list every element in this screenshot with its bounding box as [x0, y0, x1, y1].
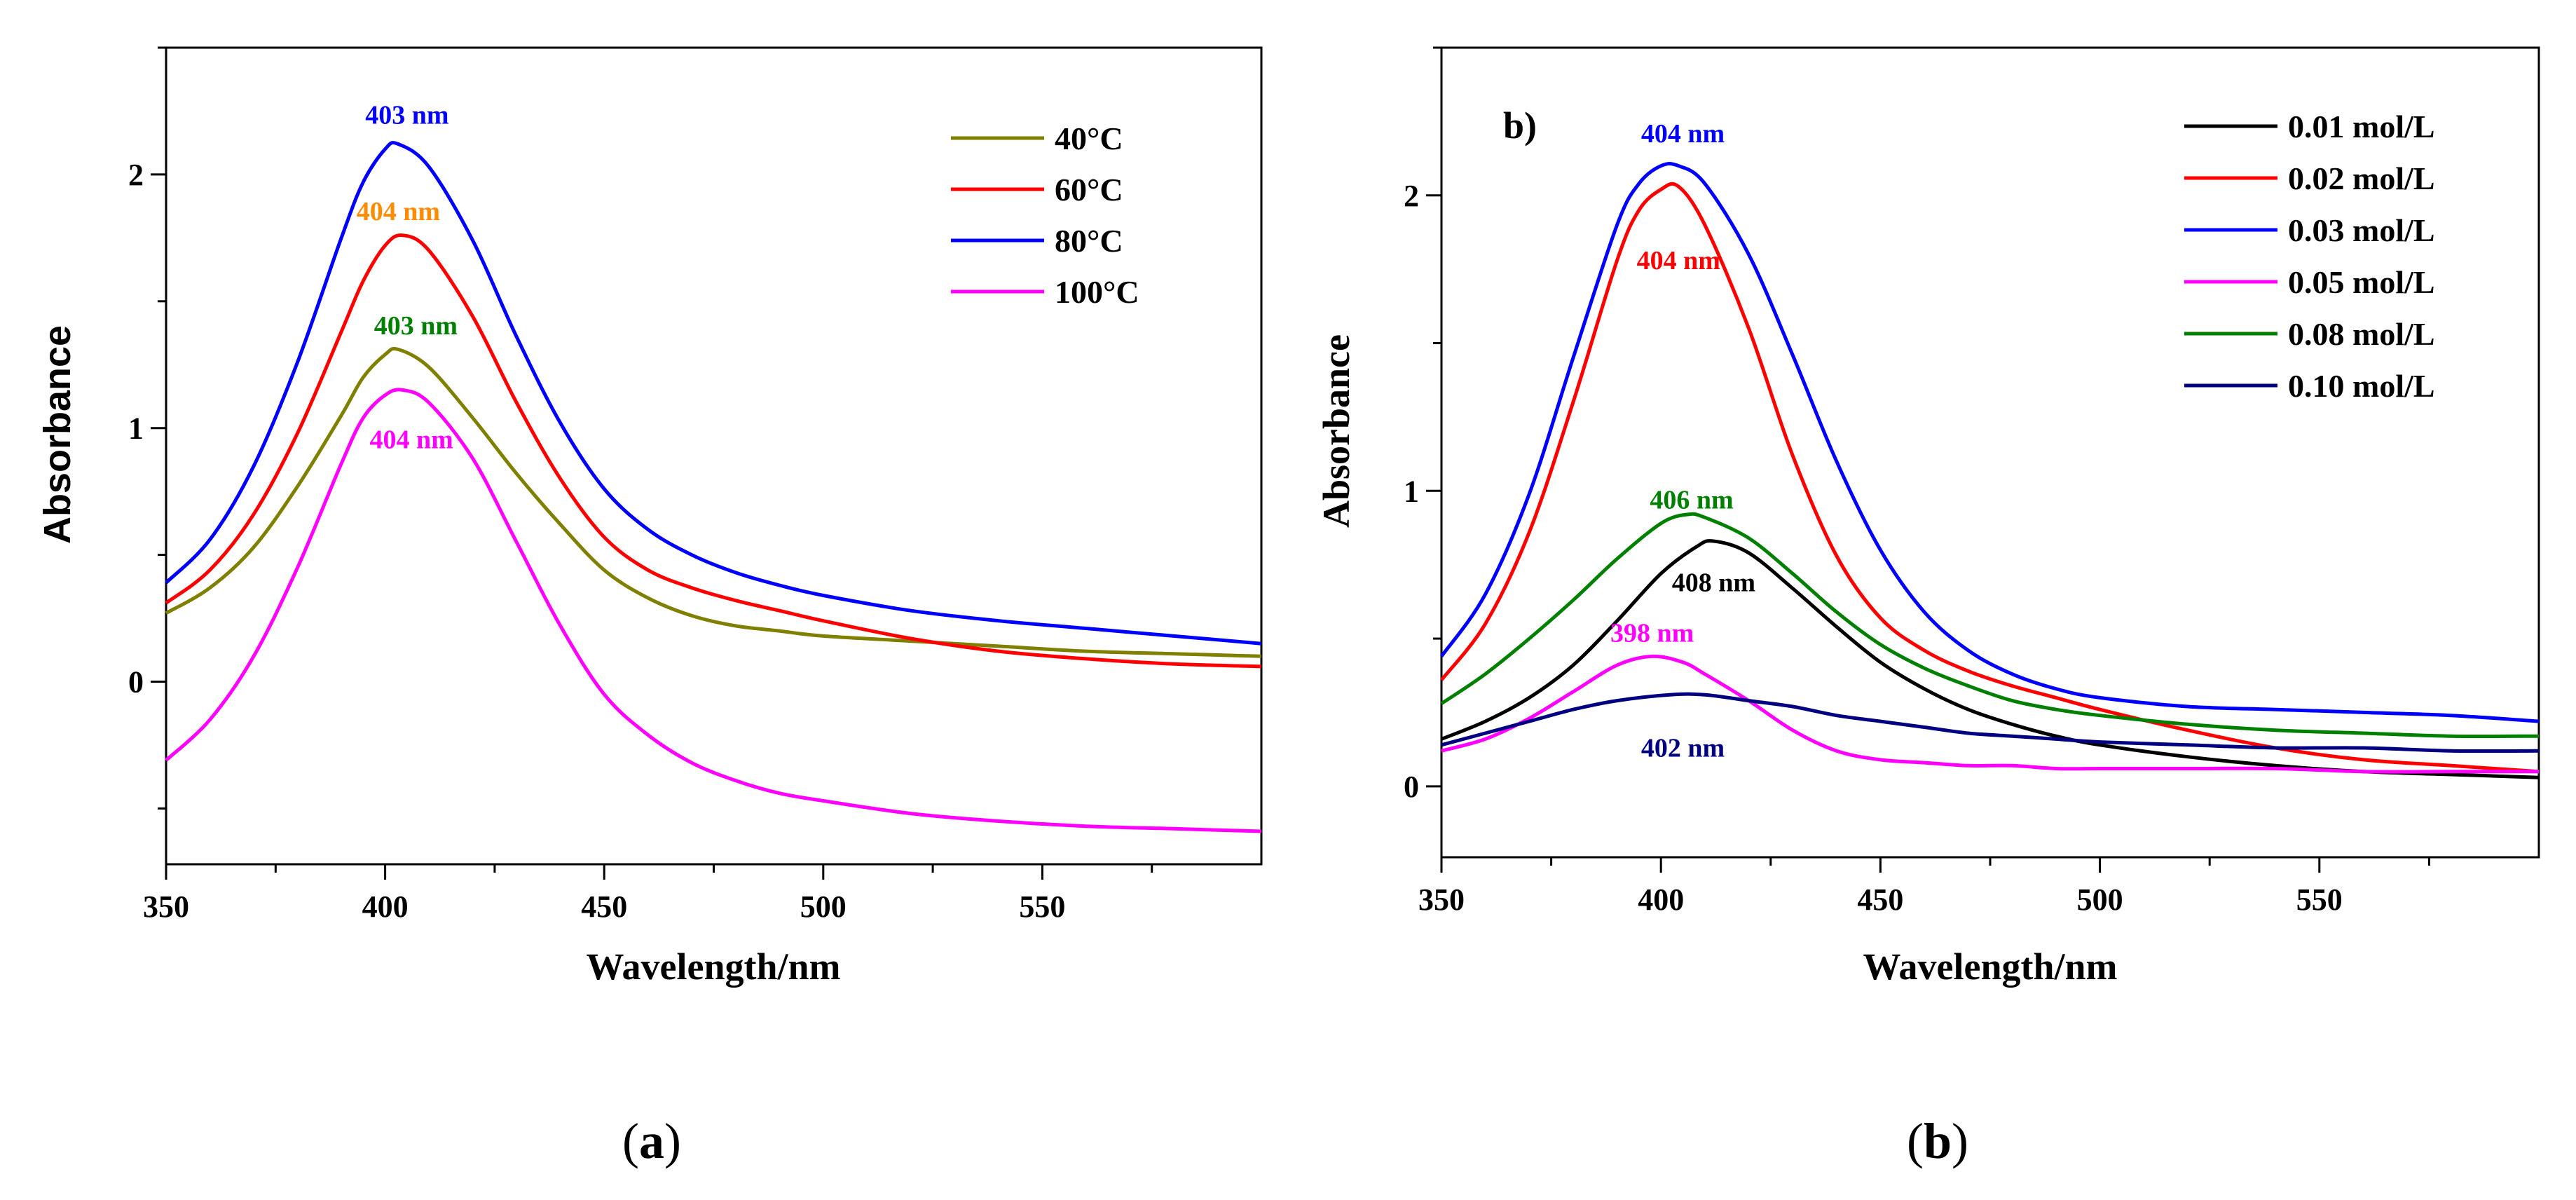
series-lines-a	[165, 141, 1262, 833]
x-tick-labels-b: 350 400 450 500 550	[1418, 882, 2343, 917]
legend-label: 0.02 mol/L	[2288, 161, 2435, 196]
x-tick-label: 350	[143, 889, 189, 924]
y-tick-labels-a: 0 1 2	[128, 158, 144, 700]
y-tick-label: 0	[128, 665, 144, 700]
series-line	[165, 141, 1262, 646]
x-tick-label: 350	[1418, 882, 1465, 917]
y-tick-label: 2	[128, 158, 144, 192]
series-line	[165, 233, 1262, 669]
plot-frame-a	[165, 46, 1263, 866]
corner-label-b: b)	[1503, 104, 1537, 146]
y-tick-label: 0	[1404, 770, 1419, 804]
y-tick-labels-b: 0 1 2	[1404, 179, 1419, 804]
y-tick-label: 1	[1404, 474, 1419, 508]
panel-caption-b: (b)	[1907, 1113, 1968, 1169]
legend-a: 40°C 60°C 80°C 100°C	[951, 121, 1139, 310]
legend-label: 0.01 mol/L	[2288, 109, 2435, 144]
legend-label: 100°C	[1055, 274, 1139, 310]
panel-a: 350 400 450 500 550 0 1 2 403 nm 404 nm …	[36, 46, 1263, 1169]
series-line	[1440, 182, 2540, 774]
peak-annotation: 404 nm	[357, 197, 440, 226]
peak-annotation: 398 nm	[1610, 618, 1694, 648]
legend-label: 0.03 mol/L	[2288, 212, 2435, 248]
y-axis-title-b: Absorbance	[1315, 334, 1357, 528]
series-line	[1441, 692, 2540, 754]
legend-label: 0.08 mol/L	[2288, 316, 2435, 352]
peak-annotation: 402 nm	[1641, 734, 1725, 763]
series-line	[165, 346, 1262, 658]
x-axis-title-a: Wavelength/nm	[586, 946, 840, 988]
x-tick-label: 450	[1857, 882, 1903, 917]
series-line	[1439, 161, 2540, 723]
x-tick-label: 500	[800, 889, 847, 924]
x-tick-label: 450	[581, 889, 627, 924]
x-tick-label: 400	[1638, 882, 1684, 917]
peak-annotation: 403 nm	[365, 101, 448, 130]
panel-b: 350 400 450 500 550 0 1 2 404 nm 404 nm …	[1315, 46, 2540, 1169]
y-tick-label: 1	[128, 411, 144, 446]
series-lines-b	[1439, 161, 2540, 779]
series-line	[165, 388, 1262, 833]
legend-label: 60°C	[1055, 172, 1123, 207]
peak-annotation: 404 nm	[369, 425, 453, 455]
panel-caption-a: (a)	[622, 1113, 681, 1169]
x-tick-label: 400	[362, 889, 409, 924]
legend-b: 0.01 mol/L 0.02 mol/L 0.03 mol/L 0.05 mo…	[2184, 109, 2435, 404]
x-tick-label: 550	[1019, 889, 1065, 924]
x-tick-label: 550	[2296, 882, 2343, 917]
series-line	[1440, 512, 2540, 739]
legend-label: 0.05 mol/L	[2288, 264, 2435, 300]
peak-annotations-a: 403 nm 404 nm 403 nm 404 nm	[357, 101, 458, 455]
peak-annotation: 406 nm	[1650, 486, 1733, 515]
series-line	[1441, 654, 2539, 774]
peak-annotation: 404 nm	[1641, 119, 1725, 149]
peak-annotation: 408 nm	[1672, 568, 1755, 598]
legend-label: 40°C	[1055, 121, 1123, 156]
series-line	[1441, 539, 2540, 779]
peak-annotations-b: 404 nm 404 nm 406 nm 408 nm 398 nm 402 n…	[1610, 119, 1755, 763]
x-axis-title-b: Wavelength/nm	[1863, 946, 2117, 988]
axis-ticks-a	[151, 46, 1153, 880]
x-tick-labels-a: 350 400 450 500 550	[143, 889, 1065, 924]
x-tick-label: 500	[2077, 882, 2123, 917]
legend-label: 80°C	[1055, 223, 1123, 259]
peak-annotation: 404 nm	[1637, 246, 1720, 275]
legend-label: 0.10 mol/L	[2288, 368, 2435, 404]
y-tick-label: 2	[1404, 179, 1419, 213]
axis-ticks-b	[1426, 46, 2430, 873]
y-axis-title-a: Absorbance	[36, 325, 78, 544]
peak-annotation: 403 nm	[374, 311, 458, 341]
